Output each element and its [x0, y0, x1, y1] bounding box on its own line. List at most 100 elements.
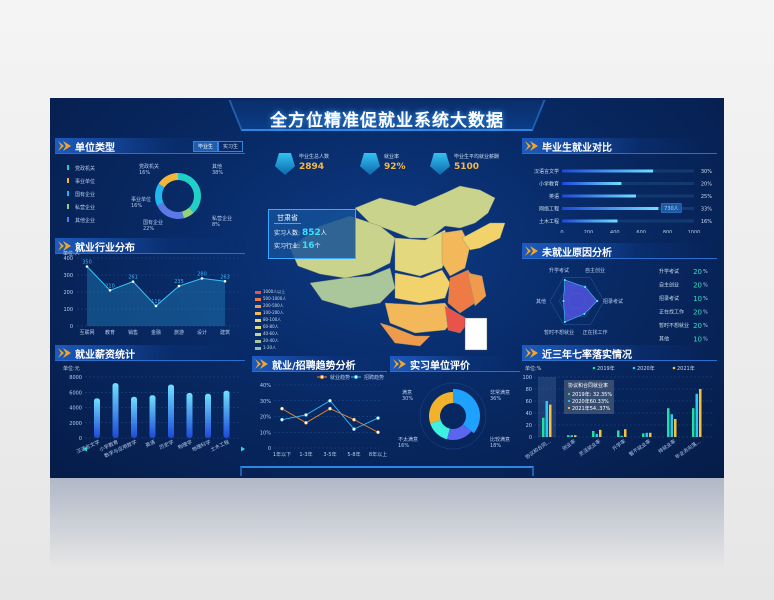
bar — [570, 435, 573, 437]
south-sea-inset — [464, 317, 488, 351]
arrow-icon — [58, 141, 64, 151]
text-label: 20 — [693, 309, 702, 317]
bar — [562, 194, 636, 198]
stat-value: 5100 — [454, 162, 480, 172]
text-label: 其他 — [212, 163, 222, 170]
comparison-panel: 毕业生就业对比 汉语言文学 30% 小学教育 20% 英语 25% 网络工程 33% 土木工程 1… — [522, 138, 717, 233]
text-label: 教育 — [105, 329, 115, 336]
tooltip-label: 实习行业: — [274, 243, 301, 250]
legend-label: 40-60人 — [263, 331, 279, 336]
map-province[interactable] — [394, 269, 451, 304]
tooltip-unit: 个 — [314, 243, 321, 250]
data-point — [223, 279, 227, 283]
text-label: 2020年60.33% — [572, 398, 609, 405]
legend-marker — [592, 366, 596, 370]
scroll-left-icon[interactable] — [83, 446, 87, 452]
tooltip-label: 实习人数: — [274, 230, 301, 237]
text-label: 招录考试 — [603, 298, 623, 305]
map-province[interactable] — [379, 322, 431, 347]
arrow-icon — [525, 246, 531, 256]
map-legend-item: 80-100人 — [255, 316, 286, 323]
text-label: 网络工程 — [539, 206, 559, 213]
arrow-icon — [58, 348, 64, 358]
reflection — [50, 478, 724, 568]
text-label: 118 — [151, 299, 161, 305]
text-label: % — [703, 283, 708, 289]
radar-area — [563, 279, 598, 323]
tab-interns[interactable]: 实习生 — [217, 141, 243, 152]
bar — [617, 430, 620, 437]
tab-group: 毕业生 实习生 — [192, 141, 243, 152]
text-label: 6000 — [69, 390, 82, 396]
text-label: 升学考试 — [659, 268, 679, 275]
panel-header: 近三年七率落实情况 — [522, 345, 717, 361]
text-label: 280 — [197, 271, 207, 277]
bar — [642, 433, 645, 437]
scroll-right-icon[interactable] — [241, 446, 245, 452]
tooltip-count: 852 — [301, 228, 321, 238]
radar-point — [584, 285, 587, 288]
reasons-panel: 未就业原因分析 升学考试 自主创业 招录考试 正在找工作 暂时不想就业 其他 升学考试 20%… — [522, 243, 717, 343]
stat-label: 就业率 — [384, 154, 400, 160]
text-label: 其他 — [536, 298, 546, 305]
legend-item: 私营企业 — [67, 204, 95, 211]
legend-label: 1000人以上 — [263, 289, 286, 294]
stat-label: 毕业生总人数 — [299, 154, 330, 160]
data-point — [304, 420, 308, 425]
chart-tooltip — [564, 380, 614, 414]
text-label: 升学考试 — [549, 267, 569, 274]
bar-chart: 单位:元02000400060008000汉语言文学小学教育数学与应用数学 英语历… — [63, 365, 245, 460]
bar — [620, 435, 623, 437]
text-label: 0 — [268, 446, 271, 452]
panel-title: 实习单位评价 — [410, 361, 470, 372]
tab-graduates[interactable]: 毕业生 — [192, 141, 218, 152]
map-province[interactable] — [461, 222, 506, 251]
text-label: 1-3年 — [299, 451, 312, 458]
text-label: 就业趋势 — [330, 374, 350, 381]
legend-label: 200-500人 — [263, 303, 284, 308]
map-legend-item: 1-20人 — [255, 344, 286, 351]
text-label: 20 — [693, 282, 702, 290]
bar — [567, 435, 570, 437]
map-province[interactable] — [354, 185, 496, 239]
map-province[interactable] — [467, 272, 487, 307]
stat-label: 毕业生平均就业薪酬 — [454, 154, 500, 160]
text-label: 10 — [693, 295, 702, 303]
radar-grid — [558, 285, 596, 317]
legend-item: 党政机关 — [67, 165, 95, 172]
page-title: 全方位精准促就业系统大数据 — [270, 111, 504, 131]
bar — [592, 431, 595, 437]
donut-slice — [430, 420, 450, 440]
text-label: 16% — [701, 219, 712, 225]
map-province[interactable] — [441, 229, 471, 277]
legend-swatch — [255, 325, 261, 329]
donut-slice — [181, 207, 194, 219]
text-label: 60 — [526, 399, 532, 405]
text-label: 单位:人 — [63, 250, 80, 257]
text-label: 英语 — [549, 193, 559, 200]
bar — [595, 434, 598, 437]
arrow-icon — [398, 359, 406, 369]
text-label: 旅游 — [174, 329, 184, 336]
text-label: 2020年 — [637, 365, 655, 372]
text-label: 25% — [701, 194, 712, 200]
text-label: 暂时不想就业 — [659, 322, 689, 329]
text-label: 协议和合同就业率 — [568, 382, 608, 389]
text-label: 2021年 — [677, 365, 695, 372]
legend-swatch — [255, 304, 261, 308]
text-label: 38% — [212, 170, 223, 176]
bar — [692, 408, 695, 437]
donut-slice — [155, 183, 165, 206]
text-label: 暂不就业率 — [628, 438, 653, 458]
evaluation-panel: 实习单位评价 非常满意 36% 比较满意 18% 不太满意 16% 满意 30% — [390, 356, 520, 461]
legend-label: 1-20人 — [263, 345, 277, 350]
panel-title: 单位类型 — [75, 143, 115, 154]
text-label: 毕业去向落... — [674, 438, 703, 460]
industry-panel: 就业行业分布 单位:人 0 100 200 300 400 350 互联网 210 教育 261 销售… — [55, 238, 245, 338]
grouped-bar-chart: 单位:% 2019年 2020年 2021年 0 20 40 60 80 100 协议和合同... 创… — [522, 365, 712, 460]
legend-item: 其他企业 — [67, 217, 95, 224]
legend-label: 事业单位 — [75, 179, 96, 185]
text-label: 单位:元 — [63, 365, 80, 372]
